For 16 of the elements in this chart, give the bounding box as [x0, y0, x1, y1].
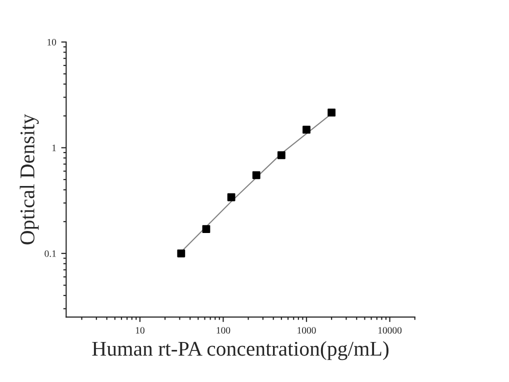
y-axis-title: Optical Density [20, 114, 39, 244]
y-tick-label: 10 [48, 38, 56, 46]
point [177, 249, 186, 258]
point [227, 193, 236, 202]
point [277, 151, 286, 160]
y-tick-label: 1 [52, 144, 56, 152]
point [202, 225, 210, 234]
x-tick-label: 10000 [378, 327, 402, 334]
x-tick-label: 10 [136, 327, 144, 334]
point [302, 126, 310, 134]
point [328, 108, 336, 117]
point [252, 171, 260, 180]
y-tick-label: 0.1 [44, 250, 56, 257]
x-tick-label: 1000 [298, 327, 316, 334]
x-axis-title: Human rt-PA concentration(pg/mL) [92, 341, 388, 360]
x-tick-label: 100 [216, 327, 230, 334]
